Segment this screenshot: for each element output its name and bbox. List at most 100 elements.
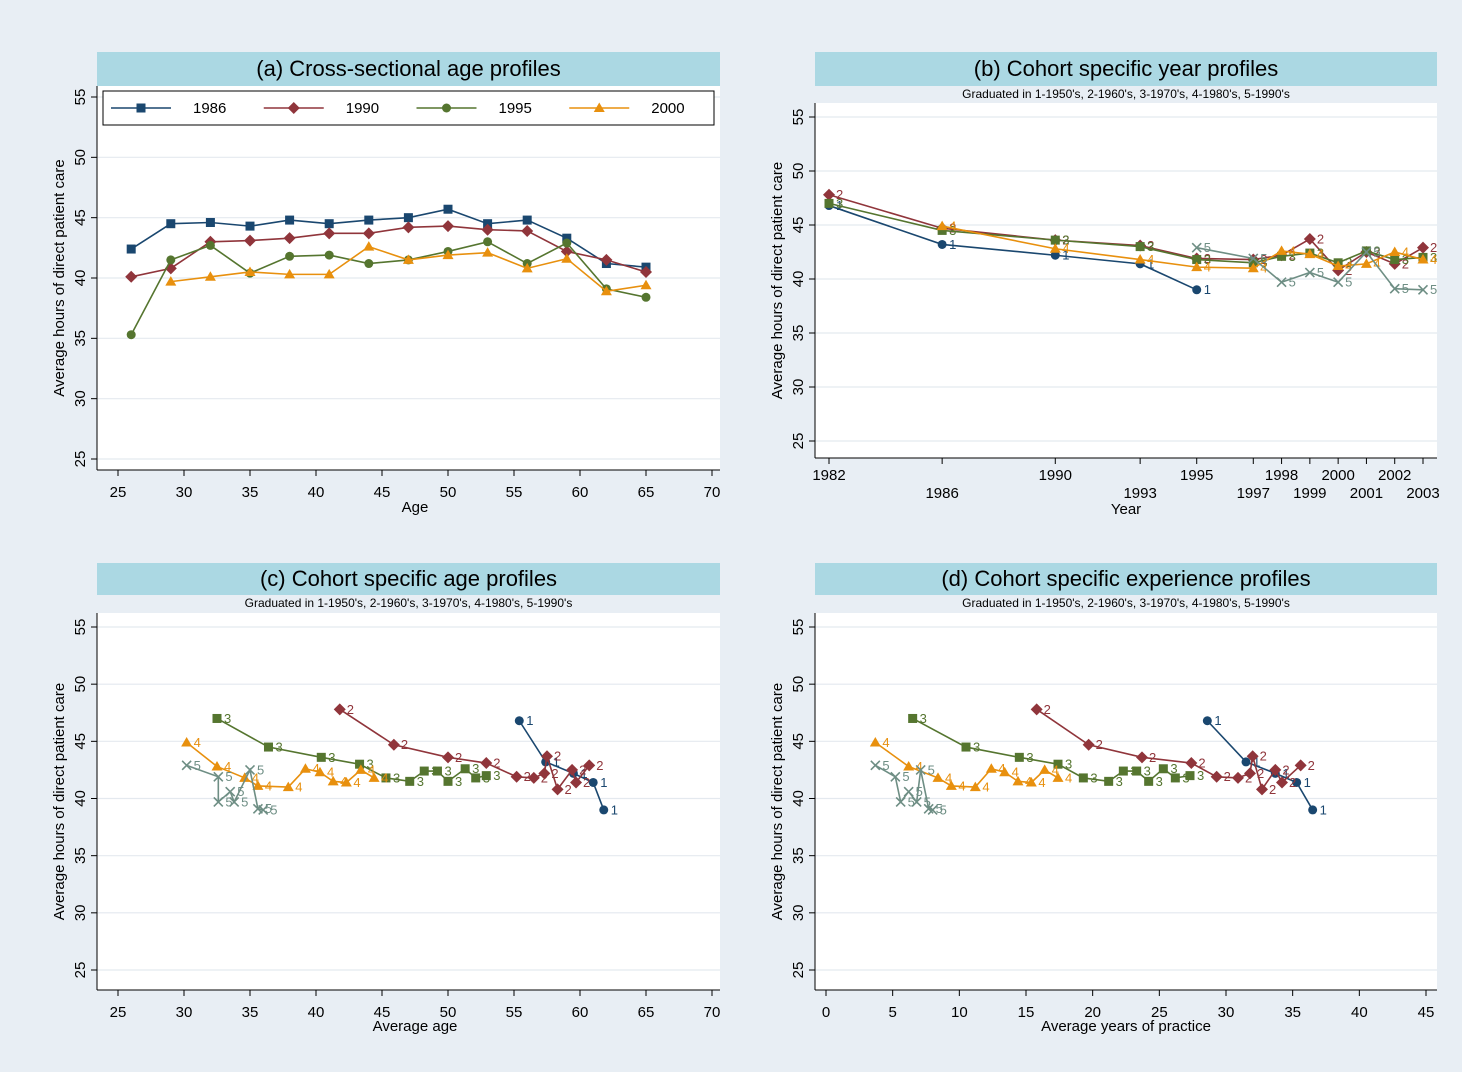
marker <box>640 279 652 290</box>
marker-label: 3 <box>1197 768 1204 783</box>
marker <box>126 244 136 254</box>
marker-label: 4 <box>1052 762 1059 777</box>
marker-label: 4 <box>998 761 1005 776</box>
marker-label: 2 <box>1373 244 1380 259</box>
y-tick-label: 40 <box>790 271 807 288</box>
marker-label: 2 <box>347 702 354 717</box>
panel-subtitle: Graduated in 1-1950's, 2-1960's, 3-1970'… <box>962 596 1290 610</box>
title-band <box>97 563 720 595</box>
marker-label: 4 <box>1317 247 1324 262</box>
marker <box>1276 245 1288 255</box>
marker-label: 5 <box>940 802 947 817</box>
marker-label: 4 <box>1204 260 1211 275</box>
marker-label: 3 <box>1065 757 1072 772</box>
marker <box>1049 243 1061 253</box>
x-tick-label: 40 <box>308 484 325 501</box>
marker-label: 1 <box>526 713 533 728</box>
marker-label: 5 <box>270 802 277 817</box>
marker <box>285 251 295 261</box>
marker-label: 3 <box>444 763 451 778</box>
marker <box>562 238 572 248</box>
marker-label: 2 <box>836 187 843 202</box>
marker <box>1192 285 1202 295</box>
marker <box>1135 242 1145 252</box>
x-tick-label: 2003 <box>1406 485 1439 502</box>
marker-label: 5 <box>908 794 915 809</box>
marker-label: 3 <box>1170 761 1177 776</box>
marker <box>166 255 176 265</box>
marker <box>1276 277 1287 288</box>
marker <box>314 766 326 777</box>
marker-label: 3 <box>1260 255 1267 270</box>
marker <box>387 738 400 751</box>
marker <box>999 766 1011 777</box>
marker <box>381 773 391 783</box>
x-tick-label: 70 <box>704 484 721 501</box>
marker-label: 1 <box>1214 713 1221 728</box>
marker <box>442 249 454 260</box>
marker <box>911 796 922 807</box>
y-tick-label: 35 <box>790 325 807 342</box>
marker <box>915 764 926 775</box>
marker-label: 4 <box>295 780 302 795</box>
marker-label: 1 <box>949 237 956 252</box>
marker <box>403 213 413 223</box>
marker <box>1050 250 1060 260</box>
marker <box>1333 277 1344 288</box>
marker <box>1202 716 1212 726</box>
marker-label: 4 <box>327 765 334 780</box>
x-axis-title: Average age <box>373 1018 458 1035</box>
panel-title: (b) Cohort specific year profiles <box>974 56 1278 81</box>
marker <box>225 786 236 797</box>
x-axis-title: Average years of practice <box>1041 1018 1211 1035</box>
marker-label: 3 <box>1147 239 1154 254</box>
marker <box>1417 241 1429 254</box>
x-tick-label: 2002 <box>1378 467 1411 484</box>
marker <box>932 772 944 782</box>
marker <box>285 215 295 225</box>
marker <box>1170 773 1180 783</box>
marker <box>937 239 947 249</box>
x-tick-label: 40 <box>308 1004 325 1021</box>
y-tick-label: 35 <box>790 847 807 864</box>
marker <box>1050 235 1060 245</box>
marker-label: 2 <box>583 775 590 790</box>
marker <box>165 276 177 286</box>
series-line <box>131 225 647 278</box>
marker <box>1039 764 1051 774</box>
x-tick-label: 30 <box>176 1004 193 1021</box>
marker <box>1390 255 1400 265</box>
y-axis-title: Average hours of direct patient care <box>51 683 68 920</box>
y-tick-label: 25 <box>72 451 89 468</box>
marker <box>541 750 553 763</box>
marker-label: 4 <box>958 778 965 793</box>
x-tick-label: 30 <box>1218 1004 1235 1021</box>
marker-label: 3 <box>1204 252 1211 267</box>
marker <box>514 716 524 726</box>
marker <box>1185 771 1195 781</box>
marker-label: 5 <box>1345 275 1352 290</box>
marker <box>903 760 915 771</box>
marker <box>521 262 533 273</box>
marker <box>1191 261 1203 272</box>
marker <box>283 232 296 245</box>
y-tick-label: 45 <box>72 733 89 750</box>
marker <box>340 776 352 787</box>
marker <box>364 259 374 269</box>
marker-label: 2 <box>493 755 500 770</box>
marker-label: 2 <box>1402 256 1409 271</box>
marker <box>560 245 573 258</box>
marker <box>284 268 296 279</box>
x-tick-label: 45 <box>1418 1004 1435 1021</box>
y-tick-label: 40 <box>72 790 89 807</box>
y-tick-label: 35 <box>72 330 89 347</box>
marker <box>521 224 534 237</box>
x-tick-label: 2000 <box>1321 467 1354 484</box>
marker-label: 4 <box>916 759 923 774</box>
marker-label: 2 <box>1282 762 1289 777</box>
marker <box>480 757 493 770</box>
x-tick-label: 60 <box>572 1004 589 1021</box>
marker <box>1276 776 1288 789</box>
marker <box>1132 766 1142 776</box>
marker <box>936 220 948 231</box>
